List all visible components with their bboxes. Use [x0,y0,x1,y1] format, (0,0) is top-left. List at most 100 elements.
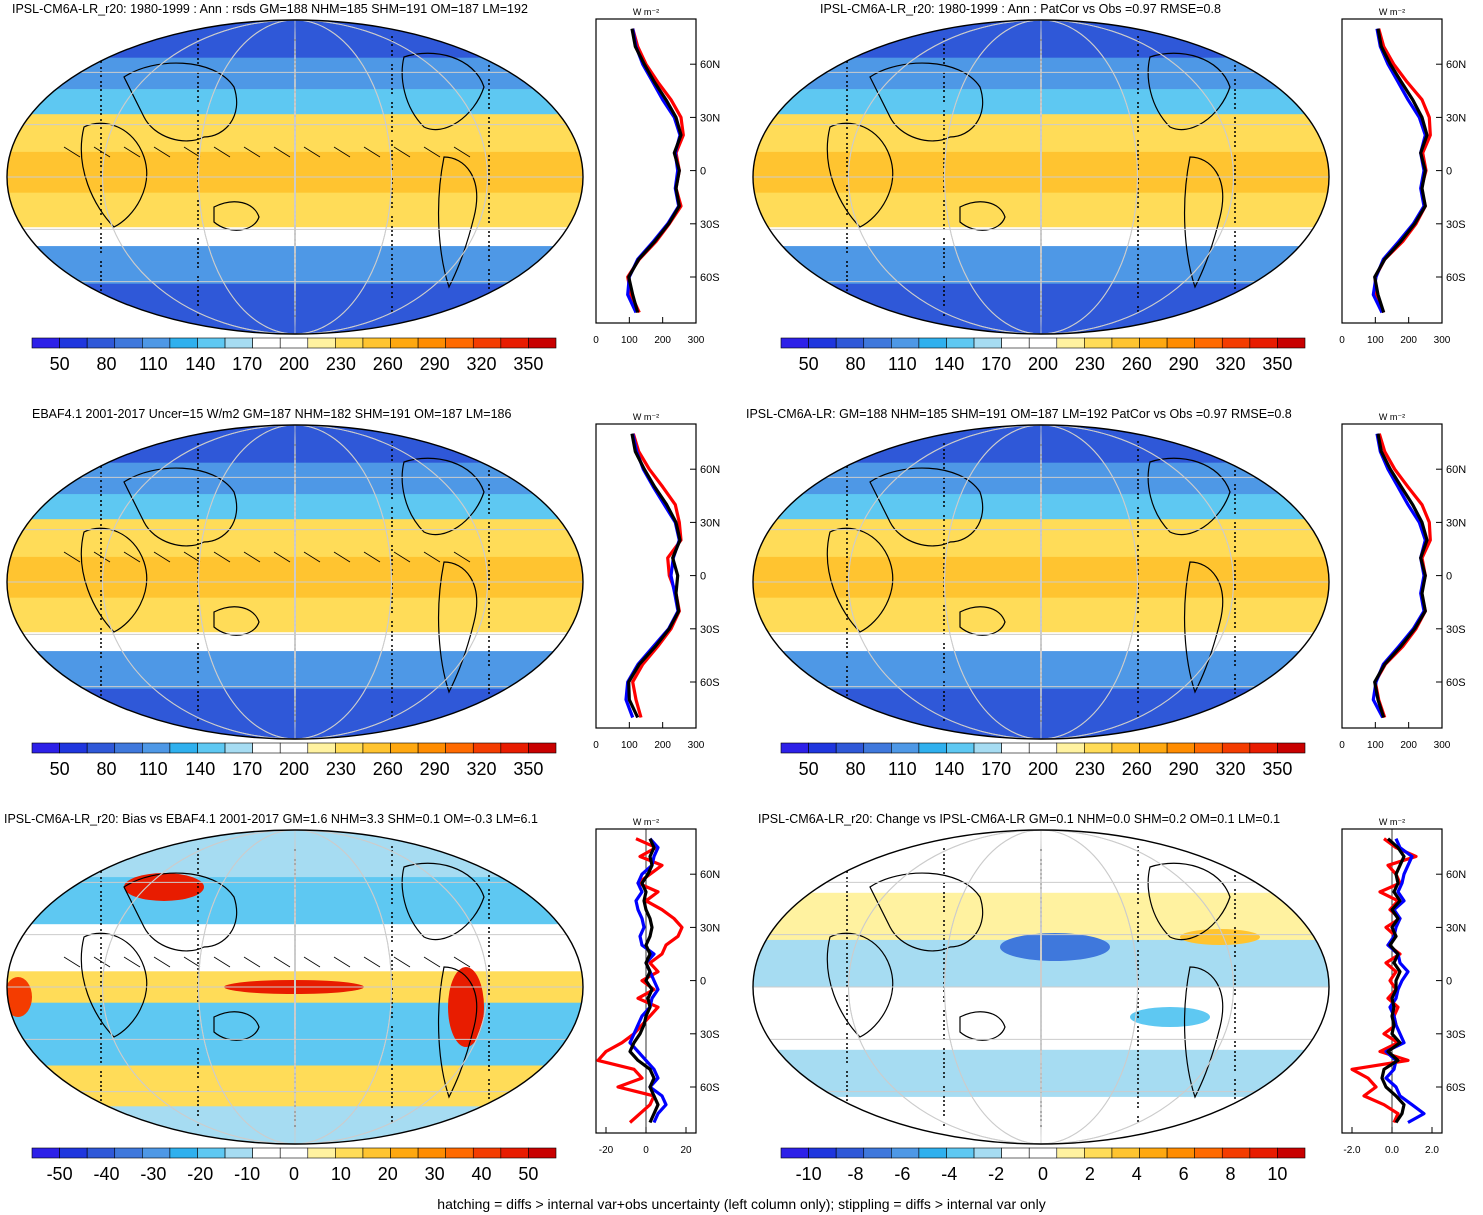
stipple-dot [100,1057,102,1059]
colorbar-swatch [528,742,557,754]
stipple-dot [488,207,490,209]
colorbar-swatch [918,337,947,349]
graticule-meridian [198,20,392,334]
stipple-dot [1234,446,1236,448]
stipple-dot [100,562,102,564]
hatch-line [423,146,441,158]
stipple-dot [1137,292,1139,294]
stipple-dot [100,532,102,534]
stipple-dot [4,862,5,864]
continent-outline [401,862,485,941]
stipple-dot [100,37,102,39]
stipple-dot [1234,135,1236,137]
colorbar-swatch [362,1147,391,1159]
stipple-dot [846,1047,848,1049]
stipple-dot [100,1023,102,1025]
stipple-dot [1137,1120,1139,1122]
stipple-dot [1234,951,1236,953]
hatch-line [243,146,261,158]
stipple-dot [750,42,751,44]
stipple-dot [1137,248,1139,250]
profile-lat-label: 0 [1446,976,1452,988]
stipple-dot [943,629,945,631]
colorbar-swatch [863,1147,892,1159]
stipple-dot [943,938,945,940]
stipple-dot [4,495,5,497]
stipple-dot [391,912,393,914]
stipple-dot [750,703,751,705]
hatch-line [93,551,111,563]
stipple-dot [750,447,751,449]
stipple-dot [1137,607,1139,609]
stipple-dot [391,248,393,250]
graticule-meridian [1040,20,1042,334]
stipple-dot [391,64,393,66]
stipple-dot [1234,484,1236,486]
stipple-dot [488,456,490,458]
stipple-dot [100,119,102,121]
stipple-dot [391,507,393,509]
stipple-dot [1234,197,1236,199]
profile-lat-label: 30N [1446,922,1466,934]
stipple-dot [1234,1097,1236,1099]
stipple-dot [4,457,5,459]
profile-lat-label: 30N [700,517,720,529]
stipple-dot [488,889,490,891]
stipple-dot [1137,449,1139,451]
stipple-dot [488,307,490,309]
stipple-dot [1137,240,1139,242]
stipple-dot [197,930,199,932]
colorbar-swatch [835,742,865,754]
stipple-dot [4,156,5,158]
stipple-dot [750,876,751,878]
stipple-dot [750,866,751,868]
stipple-dot [197,110,199,112]
stipple-dot [391,1054,393,1056]
colorbar-tick-label: -2 [988,1164,1004,1184]
stipple-dot [488,1121,490,1123]
stipple-dot [750,894,751,896]
stipple-dot [1234,626,1236,628]
stipple-dot [1137,112,1139,114]
colorbar-tick-label: 260 [373,759,403,779]
stipple-dot [391,898,393,900]
stipple-dot [488,1079,490,1081]
stipple-dot [846,209,848,211]
stipple-dot [1234,602,1236,604]
stipple-dot [750,246,751,248]
stipple-dot [4,264,5,266]
stipple-dot [100,628,102,630]
stipple-dot [1137,936,1139,938]
stipple-dot [750,651,751,653]
stipple-dot [1137,264,1139,266]
continent-outline [123,62,238,142]
stipple-dot [4,990,5,992]
stipple-dot [4,52,5,54]
stipple-dot [4,150,5,152]
profile-lat-label: 60N [700,59,720,71]
stipple-dot [197,44,199,46]
stipple-dot [1234,560,1236,562]
stipple-dot [943,858,945,860]
stipple-dot [750,150,751,152]
stipple-dot [100,199,102,201]
stipple-dot [391,258,393,260]
stipple-dot [1137,282,1139,284]
stipple-dot [100,299,102,301]
stipple-dot [4,914,5,916]
continent-outline [123,872,238,952]
stipple-dot [197,457,199,459]
hatch-line [273,551,291,563]
stipple-dot [100,708,102,710]
stipple-dot [197,443,199,445]
colorbar-tick-label: 290 [420,354,450,374]
stipple-dot [100,690,102,692]
colorbar-tick-label: 20 [378,1164,398,1184]
stipple-dot [846,570,848,572]
colorbar-swatch [1221,1147,1251,1159]
stipple-dot [488,69,490,71]
world-map [750,19,1330,335]
stipple-dot [100,566,102,568]
stipple-dot [1137,930,1139,932]
stipple-dot [488,646,490,648]
